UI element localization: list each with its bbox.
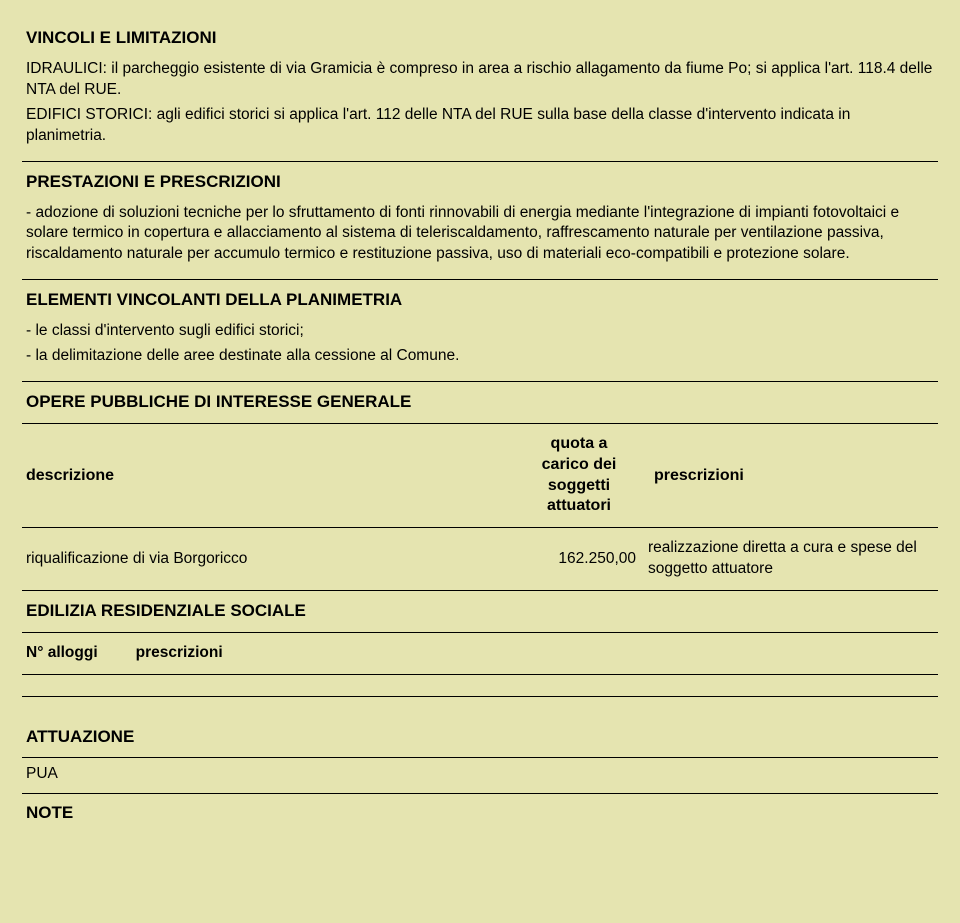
section-elementi: ELEMENTI VINCOLANTI DELLA PLANIMETRIA - … <box>22 280 938 382</box>
header-nalloggi: N° alloggi <box>26 643 98 664</box>
title-elementi: ELEMENTI VINCOLANTI DELLA PLANIMETRIA <box>26 289 934 312</box>
header-quota-l2: carico dei <box>522 455 636 476</box>
opere-header-row: descrizione quota a carico dei soggetti … <box>22 424 938 528</box>
cell-quota: 162.250,00 <box>518 528 640 590</box>
section-vincoli: VINCOLI E LIMITAZIONI IDRAULICI: il parc… <box>22 18 938 162</box>
title-note: NOTE <box>26 802 934 825</box>
opere-data-row: riqualificazione di via Borgoricco 162.2… <box>22 528 938 591</box>
header-edilizia-prescrizioni: prescrizioni <box>136 643 223 664</box>
section-edilizia: EDILIZIA RESIDENZIALE SOCIALE <box>22 591 938 633</box>
title-opere: OPERE PUBBLICHE DI INTERESSE GENERALE <box>26 391 934 414</box>
text-elementi-1: - le classi d'intervento sugli edifici s… <box>26 321 934 342</box>
header-quota: quota a carico dei soggetti attuatori <box>518 424 640 527</box>
header-quota-l3: soggetti <box>522 476 636 497</box>
text-elementi-2: - la delimitazione delle aree destinate … <box>26 346 934 367</box>
text-edifici-storici: EDIFICI STORICI: agli edifici storici si… <box>26 105 934 147</box>
text-prestazioni: - adozione di soluzioni tecniche per lo … <box>26 203 934 266</box>
title-prestazioni: PRESTAZIONI E PRESCRIZIONI <box>26 171 934 194</box>
section-attuazione: ATTUAZIONE <box>22 717 938 758</box>
text-idraulici: IDRAULICI: il parcheggio esistente di vi… <box>26 59 934 101</box>
edilizia-empty-row <box>22 675 938 697</box>
header-prescrizioni: prescrizioni <box>640 424 938 527</box>
title-edilizia: EDILIZIA RESIDENZIALE SOCIALE <box>26 600 934 623</box>
gap <box>22 697 938 717</box>
title-attuazione: ATTUAZIONE <box>26 726 934 749</box>
section-note: NOTE <box>22 794 938 825</box>
header-quota-l1: quota a <box>522 434 636 455</box>
title-vincoli: VINCOLI E LIMITAZIONI <box>26 27 934 50</box>
edilizia-header-row: N° alloggi prescrizioni <box>22 633 938 675</box>
header-descrizione: descrizione <box>22 424 518 527</box>
text-pua: PUA <box>26 764 934 785</box>
header-quota-l4: attuatori <box>522 496 636 517</box>
cell-descrizione: riqualificazione di via Borgoricco <box>22 528 518 590</box>
section-prestazioni: PRESTAZIONI E PRESCRIZIONI - adozione di… <box>22 162 938 281</box>
section-opere-title: OPERE PUBBLICHE DI INTERESSE GENERALE <box>22 382 938 424</box>
cell-prescrizioni: realizzazione diretta a cura e spese del… <box>640 528 938 590</box>
row-pua: PUA <box>22 758 938 794</box>
